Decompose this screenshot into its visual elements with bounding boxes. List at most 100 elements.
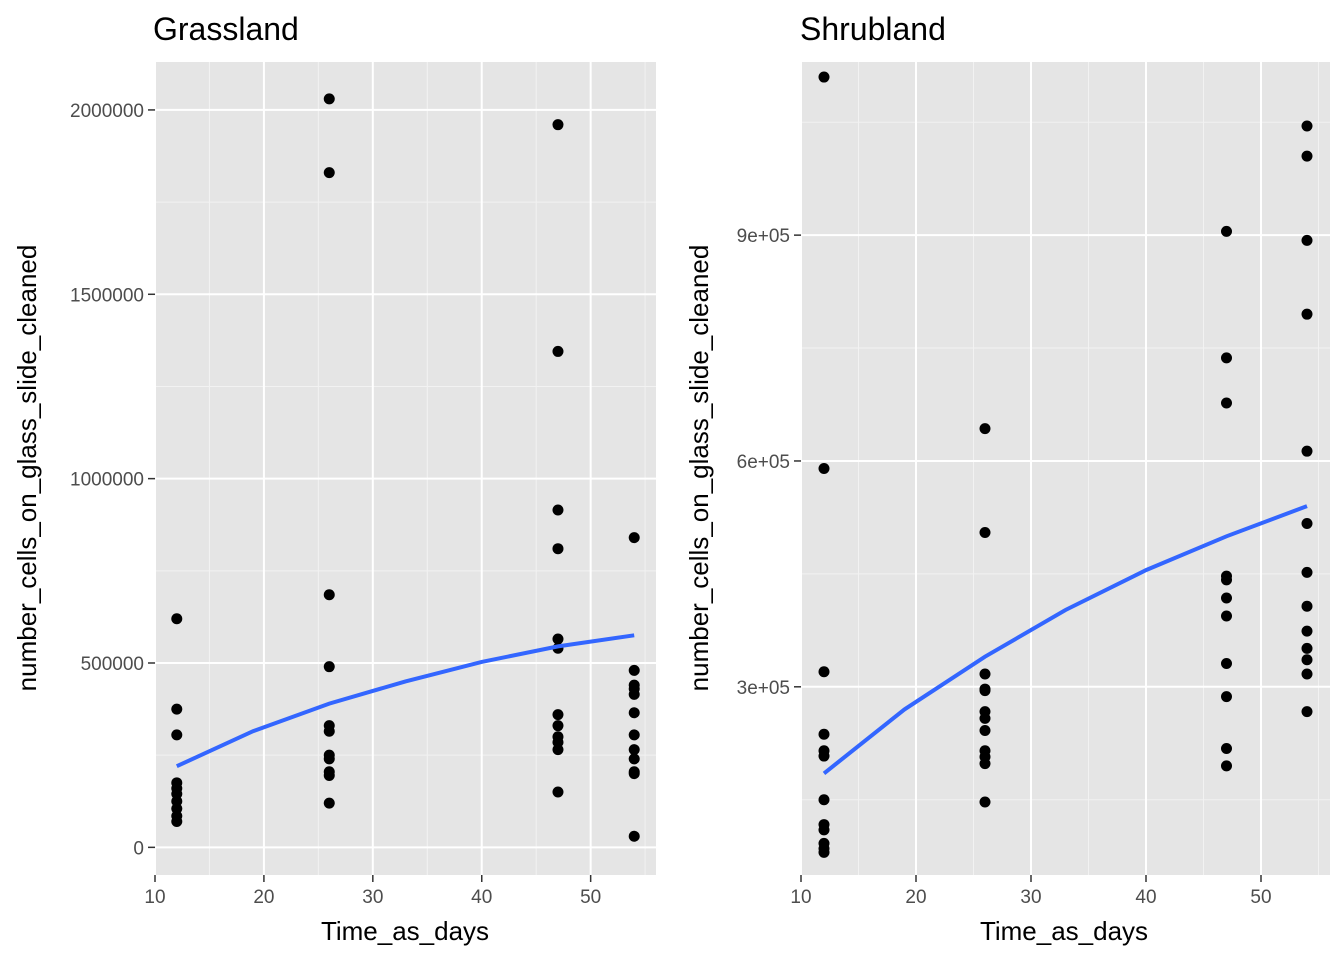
shrubland-data-point — [1301, 517, 1313, 529]
shrubland-x-tick-label: 50 — [1250, 887, 1271, 908]
shrubland-data-point — [818, 750, 830, 762]
grassland-data-point — [323, 93, 335, 105]
grassland-data-point — [323, 167, 335, 179]
grassland-data-point — [628, 744, 640, 756]
grassland-data-point — [552, 633, 564, 645]
grassland-data-point — [628, 664, 640, 676]
shrubland-data-point — [1301, 642, 1313, 654]
shrubland-data-point — [979, 796, 991, 808]
shrubland-data-point — [1301, 234, 1313, 246]
shrubland-data-point — [1221, 225, 1232, 237]
shrubland-x-tick-label: 30 — [1020, 887, 1041, 908]
shrubland-data-point — [1221, 352, 1232, 364]
shrubland-data-point — [979, 724, 991, 736]
shrubland-data-point — [979, 526, 991, 538]
shrubland-panel: Shrubland Time_as_days number_cells_on_g… — [684, 11, 1330, 946]
shrubland-data-point — [979, 758, 991, 770]
shrubland-data-point — [1301, 445, 1313, 457]
grassland-data-point — [628, 688, 640, 700]
grassland-data-point — [628, 830, 640, 842]
shrubland-y-tick-label: 9e+05 — [737, 226, 790, 247]
grassland-y-tick-label: 1000000 — [70, 470, 144, 491]
grassland-data-point — [323, 753, 335, 765]
grassland-data-point — [323, 589, 335, 601]
grassland-panel: Grassland Time_as_days number_cells_on_g… — [12, 11, 656, 946]
shrubland-data-point — [1301, 600, 1313, 612]
shrubland-data-point — [1301, 625, 1313, 637]
shrubland-data-point — [979, 668, 991, 680]
shrubland-data-point — [818, 463, 830, 474]
shrubland-data-point — [1301, 654, 1313, 666]
grassland-x-tick-label: 50 — [580, 887, 601, 908]
shrubland-title: Shrubland — [800, 11, 946, 47]
shrubland-data-point — [1301, 308, 1313, 320]
grassland-data-point — [552, 709, 564, 721]
grassland-data-point — [628, 753, 640, 765]
shrubland-data-point — [818, 846, 830, 858]
shrubland-data-point — [979, 712, 991, 724]
shrubland-data-point — [979, 423, 991, 435]
grassland-y-axis-title: number_cells_on_glass_slide_cleaned — [12, 245, 42, 692]
shrubland-data-point — [1221, 743, 1232, 755]
grassland-data-point — [323, 661, 335, 673]
shrubland-data-point — [818, 794, 830, 806]
shrubland-y-axis-title: number_cells_on_glass_slide_cleaned — [684, 245, 714, 692]
grassland-y-tick-label: 500000 — [81, 654, 144, 675]
grassland-data-point — [552, 720, 564, 732]
shrubland-data-point — [1221, 691, 1232, 703]
shrubland-data-point — [818, 824, 830, 836]
shrubland-data-point — [1301, 668, 1313, 680]
shrubland-data-point — [1301, 566, 1313, 578]
grassland-data-point — [171, 703, 183, 715]
shrubland-plot-background — [801, 62, 1330, 875]
grassland-x-tick-label: 10 — [144, 887, 165, 908]
grassland-title: Grassland — [153, 11, 299, 47]
shrubland-data-point — [1221, 760, 1232, 772]
grassland-data-point — [628, 707, 640, 719]
shrubland-trend-line — [822, 504, 1308, 775]
grassland-data-point — [552, 345, 564, 357]
grassland-trend-line — [175, 633, 635, 769]
grassland-y-tick-label: 1500000 — [70, 285, 144, 306]
grassland-data-point — [323, 725, 335, 737]
grassland-data-point — [552, 504, 564, 516]
shrubland-data-point — [1221, 592, 1232, 604]
grassland-x-axis-title: Time_as_days — [321, 916, 489, 946]
shrubland-data-point — [1221, 610, 1232, 622]
shrubland-x-tick-label: 10 — [790, 887, 811, 908]
shrubland-data-point — [1301, 120, 1313, 132]
shrubland-y-tick-label: 3e+05 — [737, 678, 790, 699]
shrubland-data-point — [1221, 574, 1232, 586]
grassland-x-tick-label: 30 — [362, 887, 383, 908]
grassland-x-tick-label: 20 — [253, 887, 274, 908]
grassland-y-tick-label: 0 — [133, 838, 144, 859]
shrubland-y-tick-label: 6e+05 — [737, 452, 790, 473]
shrubland-x-tick-label: 20 — [905, 887, 926, 908]
shrubland-x-axis-title: Time_as_days — [980, 916, 1148, 946]
grassland-data-point — [323, 797, 335, 809]
grassland-y-tick-label: 2000000 — [70, 101, 144, 122]
grassland-data-point — [552, 119, 564, 131]
grassland-data-point — [323, 769, 335, 781]
grassland-data-point — [628, 729, 640, 741]
shrubland-data-point — [979, 685, 991, 697]
grassland-data-point — [171, 613, 183, 625]
shrubland-data-point — [818, 71, 830, 83]
shrubland-data-point — [1221, 657, 1232, 669]
grassland-x-tick-label: 40 — [471, 887, 492, 908]
shrubland-x-tick-label: 40 — [1135, 887, 1156, 908]
shrubland-data-point — [1221, 397, 1232, 409]
shrubland-data-point — [1301, 150, 1313, 162]
grassland-data-point — [171, 729, 183, 741]
shrubland-data-point — [818, 666, 830, 678]
grassland-data-point — [552, 543, 564, 555]
grassland-data-point — [171, 816, 183, 828]
grassland-plot-background — [155, 62, 656, 875]
shrubland-data-point — [818, 728, 830, 740]
grassland-data-point — [552, 744, 564, 756]
grassland-data-point — [628, 532, 640, 544]
shrubland-data-point — [1301, 706, 1313, 718]
grassland-data-point — [628, 768, 640, 780]
grassland-data-point — [552, 786, 564, 798]
